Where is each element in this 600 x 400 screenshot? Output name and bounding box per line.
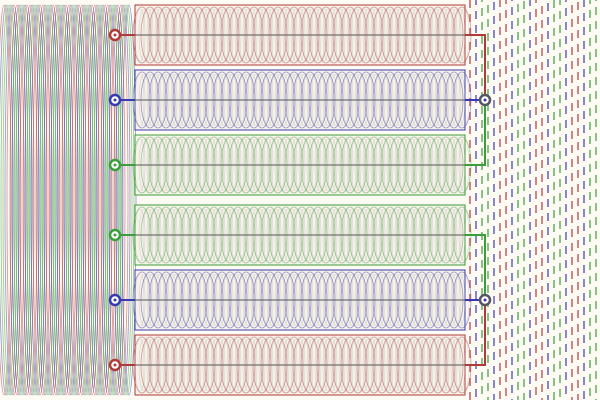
outer-loop [69,4,85,396]
outer-loop [28,4,44,396]
outer-loop [41,4,57,396]
outer-loop [24,4,40,396]
outer-loop [32,4,48,396]
outer-loop [100,4,116,396]
terminal-core [113,233,117,237]
outer-loop [82,4,98,396]
outer-loop [0,4,14,396]
outer-loop [61,4,77,396]
outer-loop [37,4,53,396]
outer-loop [95,4,111,396]
outer-loop [84,4,100,396]
outer-loop [71,4,87,396]
outer-loop [106,4,122,396]
outer-loop [104,4,120,396]
outer-loop [93,4,109,396]
star-node-core [483,298,487,302]
outer-loop [58,4,74,396]
outer-loop [6,4,22,396]
outer-loop [13,4,29,396]
outer-loop [0,4,16,396]
outer-loop [19,4,35,396]
outer-loop [17,4,33,396]
outer-loop [50,4,66,396]
outer-loop [121,4,137,396]
outer-loop [43,4,59,396]
outer-loop [54,4,70,396]
outer-loop [26,4,42,396]
outer-loop [2,4,18,396]
outer-loop [91,4,107,396]
outer-loop [108,4,124,396]
outer-loop [0,4,12,396]
outer-loop [102,4,118,396]
outer-loop [87,4,103,396]
outer-loop [52,4,68,396]
outer-loop [65,4,81,396]
terminal-core [113,363,117,367]
outer-loop [76,4,92,396]
star-node-core [483,98,487,102]
outer-loop [35,4,51,396]
outer-loop [89,4,105,396]
outer-loop [45,4,61,396]
outer-loop [11,4,27,396]
outer-loop [78,4,94,396]
outer-loop [30,4,46,396]
terminal-core [113,98,117,102]
outer-loop [9,4,25,396]
outer-loop [56,4,72,396]
bus-line [465,300,486,366]
terminal-core [113,163,117,167]
bus-line [465,234,486,300]
outer-loop [67,4,83,396]
bus-line [465,34,486,100]
terminal-core [113,298,117,302]
outer-loop [74,4,90,396]
outer-loop [80,4,96,396]
outer-loop [110,4,126,396]
outer-loop [97,4,113,396]
bus-line [465,100,486,166]
terminal-core [113,33,117,37]
outer-loop [15,4,31,396]
outer-loop [22,4,38,396]
outer-loop [113,4,129,396]
outer-loop [119,4,135,396]
outer-loop [115,4,131,396]
outer-loop [117,4,133,396]
outer-loop [63,4,79,396]
outer-loop [39,4,55,396]
outer-loop [48,4,64,396]
outer-loop [4,4,20,396]
